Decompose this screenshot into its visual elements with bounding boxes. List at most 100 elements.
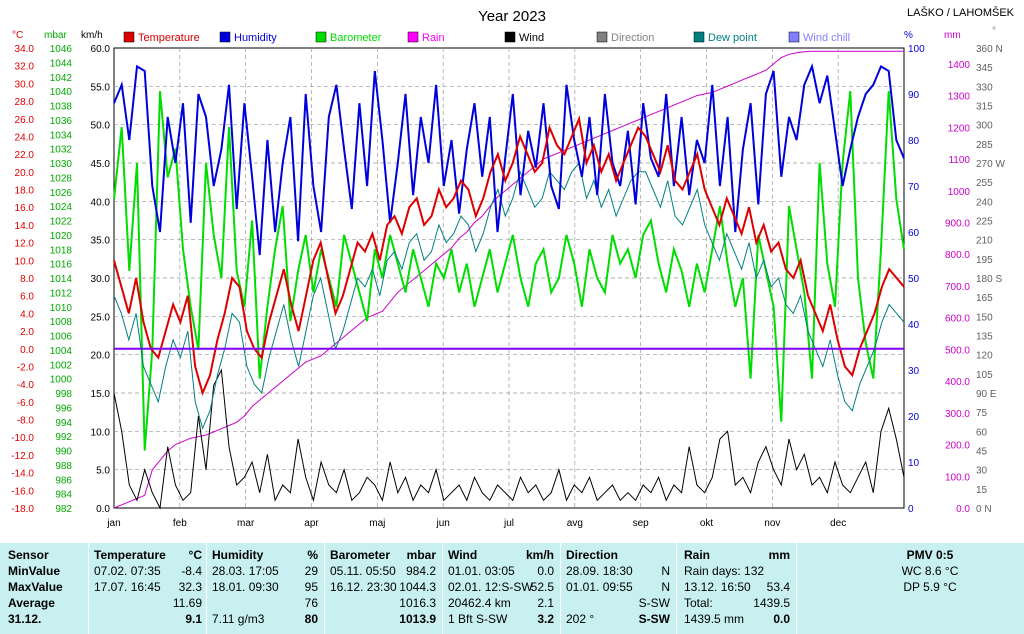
direction-tick: 210	[976, 236, 993, 247]
temperature-tick: 10.0	[15, 256, 35, 267]
sensor-max-label: MaxValue	[8, 580, 63, 594]
legend-label: Wind chill	[803, 32, 850, 44]
wind-max-time: 02.01. 12:S-SW	[448, 580, 533, 594]
humidity-tick: 10	[908, 458, 920, 469]
temperature-tick: 30.0	[15, 79, 35, 90]
chart-axes: 34.0 32.0 30.0 28.0 26.0 24.0 22.0 20.0 18.0 16.0…	[11, 44, 1005, 529]
direction-tick: 90 E	[976, 389, 997, 400]
wind-tick: 25.0	[91, 312, 111, 323]
temperature-tick: 12.0	[15, 239, 35, 250]
month-tick: okt	[700, 518, 714, 529]
temperature-tick: -18.0	[11, 504, 34, 515]
direction-max-time: 01.01. 09:55	[566, 580, 633, 594]
wind-tick: 0.0	[96, 504, 110, 515]
barometer-tick: 1032	[50, 145, 73, 156]
direction-tick: 60	[976, 427, 988, 438]
rain-tick: 300.0	[945, 409, 970, 420]
rain-tick: 900.0	[945, 218, 970, 229]
pmv-title: PMV 0:5	[906, 548, 954, 562]
barometer-tick: 1030	[50, 159, 73, 170]
barometer-current: 1013.9	[399, 612, 436, 626]
legend-label: Dew point	[708, 32, 757, 44]
temperature-current: 9.1	[185, 612, 202, 626]
month-tick: maj	[369, 518, 385, 529]
rain-tick: 1400	[948, 60, 971, 71]
wind-max: 52.5	[530, 580, 554, 594]
direction-tick: 225	[976, 217, 993, 228]
barometer-tick: 1020	[50, 231, 73, 242]
month-tick: dec	[830, 518, 846, 529]
barometer-unit: mbar	[406, 548, 436, 562]
rain-tick: 1200	[948, 123, 971, 134]
wind-min: 0.0	[537, 564, 554, 578]
humidity-min: 29	[304, 564, 318, 578]
direction-max: N	[661, 580, 670, 594]
wind-min-time: 01.01. 03:05	[448, 564, 515, 578]
chart-legend: Temperature Humidity Barometer Rain Wind Dire…	[123, 31, 850, 44]
direction-tick: 120	[976, 351, 993, 362]
barometer-tick: 1024	[50, 202, 73, 213]
temperature-tick: 16.0	[15, 203, 35, 214]
legend-label: Wind	[519, 32, 544, 44]
divider	[442, 543, 443, 634]
wind-tick: 20.0	[91, 351, 111, 362]
barometer-tick: 1000	[50, 375, 73, 386]
unit-wind: km/h	[81, 30, 103, 41]
humidity-tick: 40	[908, 320, 920, 331]
month-tick: feb	[173, 518, 187, 529]
chart-area: Year 2023 LAŠKO / LAHOMŠEK °C mbar km/h …	[11, 6, 1014, 529]
barometer-min: 984.2	[405, 564, 436, 578]
wind-tick: 30.0	[91, 274, 111, 285]
wind-tick: 10.0	[91, 427, 111, 438]
rain-total: 1439.5	[753, 596, 790, 610]
unit-humidity: %	[904, 30, 913, 41]
rain-tick: 100.0	[945, 472, 970, 483]
rain-tick: 800.0	[945, 250, 970, 261]
humidity-tick: 100	[908, 44, 925, 55]
series-humidity	[113, 63, 905, 256]
temperature-tick: 28.0	[15, 97, 35, 108]
temperature-tick: -16.0	[11, 486, 34, 497]
wind-beaufort: 1 Bft S-SW	[448, 612, 508, 626]
month-tick: apr	[304, 518, 319, 529]
direction-tick: 360 N	[976, 44, 1003, 55]
direction-min-time: 28.09. 18:30	[566, 564, 633, 578]
sensor-min-label: MinValue	[8, 564, 61, 578]
temperature-tick: 6.0	[20, 292, 34, 303]
barometer-tick: 1014	[50, 274, 73, 285]
temperature-tick: 34.0	[15, 44, 35, 55]
humidity-tick: 60	[908, 228, 920, 239]
wind-tick: 35.0	[91, 236, 111, 247]
barometer-tick: 1028	[50, 173, 73, 184]
legend-label: Direction	[611, 32, 654, 44]
legend-swatch	[315, 31, 327, 43]
rain-title: Rain	[684, 548, 711, 562]
pmv-dew-point: DP 5.9 °C	[903, 580, 957, 594]
pmv-wind-chill: WC 8.6 °C	[901, 564, 959, 578]
wind-tick: 45.0	[91, 159, 111, 170]
rain-tick: 1000	[948, 187, 971, 198]
humidity-unit: %	[307, 548, 318, 562]
temperature-avg: 11.69	[172, 596, 202, 610]
direction-current: S-SW	[638, 612, 670, 626]
divider	[324, 543, 325, 634]
month-tick: nov	[764, 518, 780, 529]
wind-tick: 60.0	[91, 44, 111, 55]
barometer-tick: 1044	[50, 58, 73, 69]
legend-label: Barometer	[330, 32, 382, 44]
barometer-tick: 998	[55, 389, 72, 400]
humidity-absolute: 7.11 g/m3	[212, 612, 265, 626]
barometer-max: 1044.3	[399, 580, 436, 594]
barometer-tick: 1016	[50, 260, 73, 271]
wind-current: 3.2	[537, 612, 554, 626]
barometer-tick: 1010	[50, 303, 73, 314]
legend-label: Rain	[422, 32, 445, 44]
barometer-tick: 1012	[50, 288, 73, 299]
rain-tick: 1100	[948, 155, 970, 166]
rain-tick: 500.0	[945, 345, 970, 356]
direction-tick: 345	[976, 63, 993, 74]
barometer-title: Barometer	[330, 548, 391, 562]
temperature-tick: 22.0	[15, 150, 35, 161]
rain-max: 53.4	[766, 580, 790, 594]
legend-swatch	[123, 31, 135, 43]
